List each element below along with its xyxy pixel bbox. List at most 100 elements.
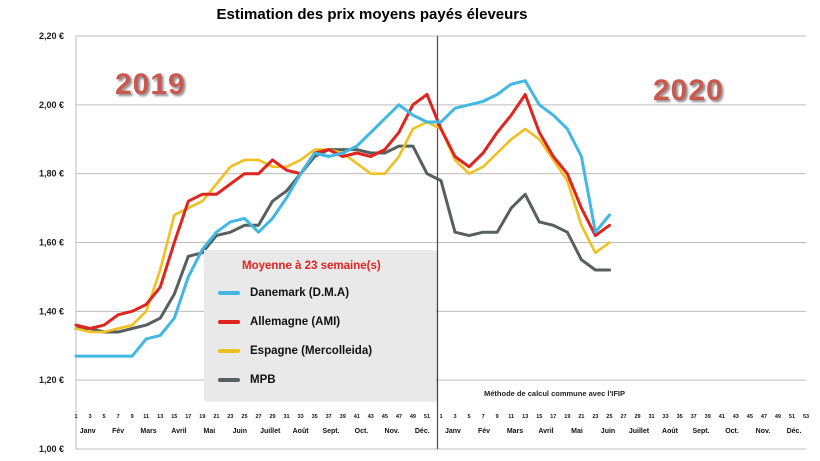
svg-text:13: 13 <box>157 414 163 420</box>
svg-text:31: 31 <box>649 414 655 420</box>
svg-text:1,60 €: 1,60 € <box>39 238 64 248</box>
method-note: Méthode de calcul commune avec l'IFIP <box>484 389 625 398</box>
svg-text:1,20 €: 1,20 € <box>39 375 64 385</box>
svg-text:35: 35 <box>677 414 683 420</box>
svg-text:9: 9 <box>131 414 134 420</box>
svg-text:1,00 €: 1,00 € <box>39 444 64 454</box>
svg-text:11: 11 <box>508 414 514 420</box>
svg-text:33: 33 <box>663 414 669 420</box>
svg-text:Mars: Mars <box>140 428 156 435</box>
svg-text:Janv: Janv <box>445 428 461 435</box>
svg-text:Fév: Fév <box>112 428 124 435</box>
svg-text:Avril: Avril <box>538 428 553 435</box>
svg-text:Sept.: Sept. <box>692 428 709 435</box>
svg-text:Juillet: Juillet <box>629 428 650 435</box>
svg-text:Sept.: Sept. <box>322 428 339 435</box>
svg-text:3: 3 <box>89 414 92 420</box>
svg-text:35: 35 <box>312 414 318 420</box>
svg-text:7: 7 <box>482 414 485 420</box>
svg-text:39: 39 <box>705 414 711 420</box>
svg-text:Juin: Juin <box>601 428 615 435</box>
svg-text:Mars: Mars <box>507 428 523 435</box>
svg-text:Août: Août <box>293 428 310 435</box>
svg-text:27: 27 <box>255 414 261 420</box>
svg-text:53: 53 <box>803 414 809 420</box>
svg-text:Août: Août <box>662 428 679 435</box>
svg-text:Oct.: Oct. <box>725 428 739 435</box>
svg-text:1: 1 <box>74 414 77 420</box>
svg-text:41: 41 <box>354 414 360 420</box>
svg-text:37: 37 <box>326 414 332 420</box>
legend-item-label: Danemark (D.M.A) <box>250 286 350 299</box>
svg-text:43: 43 <box>733 414 739 420</box>
svg-text:43: 43 <box>368 414 374 420</box>
svg-text:Janv: Janv <box>80 428 96 435</box>
svg-text:11: 11 <box>143 414 149 420</box>
svg-text:51: 51 <box>424 414 430 420</box>
svg-text:9: 9 <box>496 414 499 420</box>
svg-text:13: 13 <box>522 414 528 420</box>
svg-text:1: 1 <box>439 414 442 420</box>
legend-title: Moyenne à 23 semaine(s) <box>242 260 381 272</box>
svg-text:23: 23 <box>592 414 598 420</box>
svg-text:33: 33 <box>298 414 304 420</box>
svg-text:45: 45 <box>382 414 388 420</box>
svg-text:27: 27 <box>620 414 626 420</box>
year-label-2019: 2019 <box>115 68 186 101</box>
legend-line-swatch <box>218 348 240 353</box>
legend-items: Danemark (D.M.A) Allemagne (AMI) Espagne (… <box>204 278 436 394</box>
svg-text:41: 41 <box>719 414 725 420</box>
svg-text:25: 25 <box>606 414 612 420</box>
legend-line-swatch <box>218 290 240 295</box>
svg-text:39: 39 <box>340 414 346 420</box>
legend-item: Allemagne (AMI) <box>204 307 436 336</box>
svg-text:17: 17 <box>185 414 191 420</box>
svg-text:Déc.: Déc. <box>787 428 802 435</box>
svg-text:21: 21 <box>213 414 219 420</box>
legend-item-label: Allemagne (AMI) <box>250 315 341 328</box>
svg-text:Avril: Avril <box>171 428 186 435</box>
svg-text:51: 51 <box>789 414 795 420</box>
svg-text:29: 29 <box>269 414 275 420</box>
svg-text:47: 47 <box>396 414 402 420</box>
svg-text:19: 19 <box>564 414 570 420</box>
svg-text:5: 5 <box>103 414 106 420</box>
svg-text:Fév: Fév <box>478 428 490 435</box>
legend-item-label: Espagne (Mercolleida) <box>250 344 373 357</box>
svg-text:5: 5 <box>468 414 471 420</box>
svg-text:7: 7 <box>117 414 120 420</box>
svg-text:37: 37 <box>691 414 697 420</box>
svg-text:Nov.: Nov. <box>385 428 400 435</box>
legend-item: Danemark (D.M.A) <box>204 278 436 307</box>
svg-text:Juin: Juin <box>233 428 247 435</box>
svg-text:17: 17 <box>550 414 556 420</box>
svg-text:23: 23 <box>227 414 233 420</box>
svg-text:15: 15 <box>171 414 177 420</box>
svg-text:Nov.: Nov. <box>756 428 771 435</box>
svg-text:25: 25 <box>241 414 247 420</box>
svg-text:21: 21 <box>578 414 584 420</box>
svg-text:Oct.: Oct. <box>355 428 369 435</box>
svg-text:2,00 €: 2,00 € <box>39 100 64 110</box>
svg-text:47: 47 <box>761 414 767 420</box>
year-label-2020: 2020 <box>653 74 724 107</box>
svg-text:Mai: Mai <box>571 428 583 435</box>
svg-text:3: 3 <box>454 414 457 420</box>
legend-item: MPB <box>204 365 436 394</box>
legend-item: Espagne (Mercolleida) <box>204 336 436 365</box>
svg-text:Mai: Mai <box>204 428 216 435</box>
legend-item-label: MPB <box>250 373 276 386</box>
svg-text:1,40 €: 1,40 € <box>39 306 64 316</box>
svg-text:Déc.: Déc. <box>415 428 430 435</box>
legend-line-swatch <box>218 319 240 324</box>
svg-text:45: 45 <box>747 414 753 420</box>
chart-title: Estimation des prix moyens payés éleveur… <box>216 6 528 23</box>
svg-text:2,20 €: 2,20 € <box>39 31 64 41</box>
svg-text:15: 15 <box>536 414 542 420</box>
svg-text:19: 19 <box>199 414 205 420</box>
svg-text:49: 49 <box>775 414 781 420</box>
svg-text:49: 49 <box>410 414 416 420</box>
legend-line-swatch <box>218 377 240 382</box>
